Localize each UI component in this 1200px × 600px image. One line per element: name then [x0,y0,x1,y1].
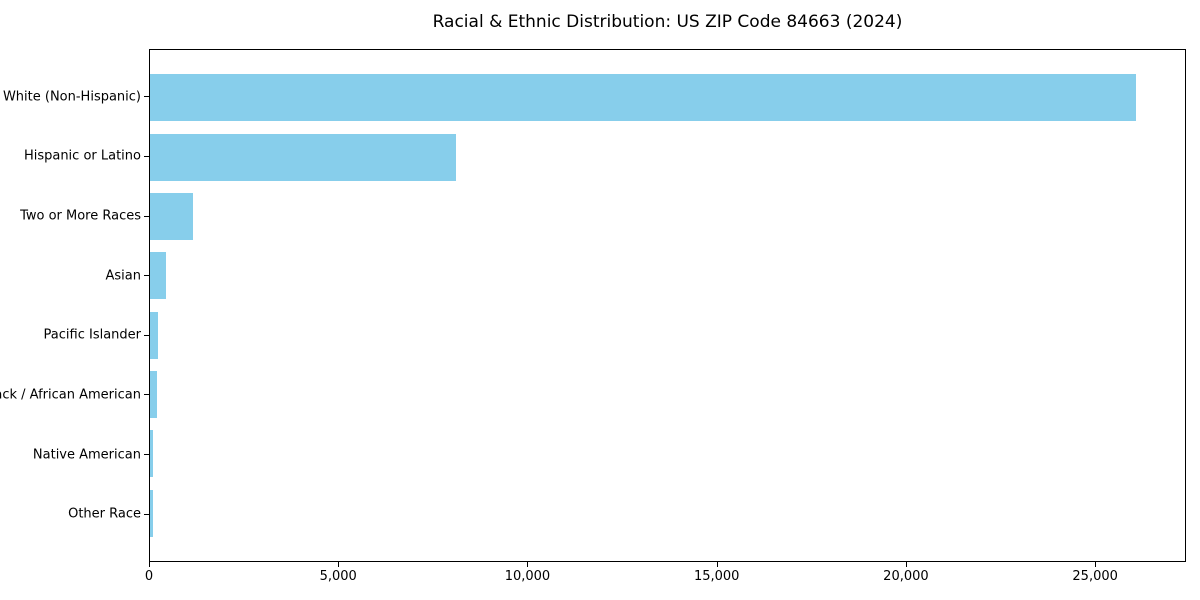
bar-row [150,424,1185,483]
y-tick-mark [144,96,149,98]
y-tick-label: Other Race [68,506,141,522]
x-tick-mark [338,562,340,567]
bar [150,371,157,419]
plot-area [149,49,1186,562]
bar-row [150,68,1185,127]
y-tick-label: Asian [105,268,141,284]
chart-title: Racial & Ethnic Distribution: US ZIP Cod… [432,12,903,32]
bar-row [150,187,1185,246]
y-tick-mark [144,334,149,336]
x-tick-mark [149,562,150,567]
bar [150,430,154,478]
x-tick-label: 10,000 [504,569,551,584]
y-tick-mark [144,394,149,396]
y-tick-mark [144,454,149,456]
y-tick-label: Pacific Islander [43,327,141,343]
bar [150,133,456,181]
bar-row [150,365,1185,424]
bar [150,489,154,537]
x-tick-label: 5,000 [319,569,357,584]
y-tick-label: Hispanic or Latino [23,148,141,164]
bar-row [150,246,1185,305]
x-tick-label: 20,000 [883,569,929,584]
bar-row [150,484,1185,543]
x-tick-mark [716,562,718,567]
y-tick-mark [144,215,149,217]
y-tick-label: Black / African American [0,387,141,403]
bar-row [150,127,1185,186]
x-tick-mark [1095,562,1097,567]
bar [150,192,194,240]
y-tick-mark [144,275,149,277]
y-tick-mark [144,155,149,157]
bar [150,311,158,359]
bars-container [150,50,1185,561]
x-tick-label: 0 [144,569,154,584]
y-tick-mark [144,513,149,515]
x-tick-mark [527,562,529,567]
y-tick-label: Two or More Races [20,208,141,224]
bar [150,252,166,300]
x-tick-label: 15,000 [693,569,740,584]
x-tick-label: 25,000 [1072,569,1118,584]
y-tick-label: Native American [32,447,141,463]
x-tick-mark [905,562,907,567]
y-tick-label: White (Non-Hispanic) [2,89,141,105]
bar [150,74,1136,122]
bar-row [150,306,1185,365]
